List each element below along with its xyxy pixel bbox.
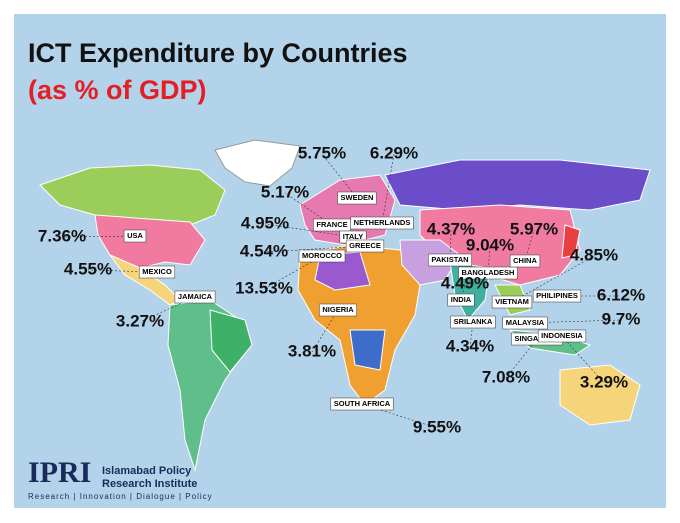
value-label: 9.7% xyxy=(602,309,641,328)
name-box xyxy=(491,295,533,309)
leader-line xyxy=(311,309,339,353)
value-label: 7.08% xyxy=(482,367,530,386)
name-box xyxy=(123,229,147,243)
name-box xyxy=(337,191,377,205)
value-label: 3.81% xyxy=(288,341,336,360)
name-box xyxy=(458,266,518,280)
tagline: Research | Innovation | Dialogue | Polic… xyxy=(28,492,213,501)
name-box xyxy=(313,218,351,232)
name-box xyxy=(450,315,496,329)
value-label: 3.29% xyxy=(580,372,628,391)
org-name: Islamabad Policy xyxy=(102,465,192,477)
value-label: 4.55% xyxy=(64,259,112,278)
value-label: 3.27% xyxy=(116,311,164,330)
leader-line xyxy=(263,255,323,290)
name-box xyxy=(502,316,548,330)
value-label: 9.04% xyxy=(466,235,514,254)
title: ICT Expenditure by Countries xyxy=(28,38,408,68)
name-box xyxy=(174,290,216,304)
name-box xyxy=(447,293,475,307)
name-box xyxy=(428,253,472,267)
value-label: 4.37% xyxy=(427,219,475,238)
brazil xyxy=(209,309,253,373)
value-label: 6.12% xyxy=(597,285,645,304)
leader-line xyxy=(321,153,358,199)
usa xyxy=(94,214,206,269)
name-box xyxy=(345,239,385,253)
country-name: NIGERIA xyxy=(322,305,354,314)
subtitle: (as % of GDP) xyxy=(28,75,207,105)
country-name: NETHERLANDS xyxy=(354,218,411,227)
country-name: INDIA xyxy=(451,295,472,304)
value-label: 13.53% xyxy=(235,278,293,297)
value-label: 4.49% xyxy=(441,273,489,292)
leader-line xyxy=(264,223,354,238)
logo: IPRI xyxy=(28,456,91,489)
country-name: SRILANKA xyxy=(454,317,493,326)
name-box xyxy=(330,397,394,411)
greenland xyxy=(214,139,301,187)
leader-line xyxy=(460,283,466,301)
value-label: 6.29% xyxy=(370,143,418,162)
country-name: FRANCE xyxy=(316,220,347,229)
value-label: 7.36% xyxy=(38,226,86,245)
value-label: 4.95% xyxy=(241,213,289,232)
country-name: MEXICO xyxy=(142,267,172,276)
country-name: BANGLADESH xyxy=(462,268,515,277)
country-name: ITALY xyxy=(343,232,363,241)
value-label: 5.75% xyxy=(298,143,346,162)
country-name: CHINA xyxy=(513,256,537,265)
leader-line xyxy=(561,335,605,384)
name-box xyxy=(532,289,582,303)
country-name: INDONESIA xyxy=(541,331,583,340)
value-label: 5.97% xyxy=(510,219,558,238)
name-box xyxy=(319,303,357,317)
japan xyxy=(561,224,581,259)
country-name: USA xyxy=(127,231,143,240)
country-name: MALAYSIA xyxy=(506,318,545,327)
country-name: PAKISTAN xyxy=(431,255,468,264)
value-label: 9.55% xyxy=(413,417,461,436)
central-africa xyxy=(349,329,386,371)
leader-line xyxy=(87,269,158,273)
leader-line xyxy=(505,338,538,379)
country-name: MOROCCO xyxy=(302,251,342,260)
leader-line xyxy=(61,235,136,238)
country-name: JAMAICA xyxy=(178,292,213,301)
name-box xyxy=(537,329,587,343)
country-name: VIETNAM xyxy=(495,297,529,306)
country-name: SWEDEN xyxy=(341,193,374,202)
value-label: 4.85% xyxy=(570,245,618,264)
russia xyxy=(384,159,651,211)
name-box xyxy=(138,265,176,279)
value-label: 5.17% xyxy=(261,182,309,201)
country-name: SINGAPORE xyxy=(514,334,559,343)
value-label: 4.54% xyxy=(240,241,288,260)
australia xyxy=(559,364,641,426)
value-label: 4.34% xyxy=(446,336,494,355)
country-name: SOUTH AFRICA xyxy=(334,399,391,408)
country-name: PHILIPINES xyxy=(536,291,578,300)
org-name: Research Institute xyxy=(102,478,197,490)
name-box xyxy=(509,254,541,268)
name-box xyxy=(298,249,346,263)
country-name: GREECE xyxy=(349,241,381,250)
canada xyxy=(39,164,226,226)
